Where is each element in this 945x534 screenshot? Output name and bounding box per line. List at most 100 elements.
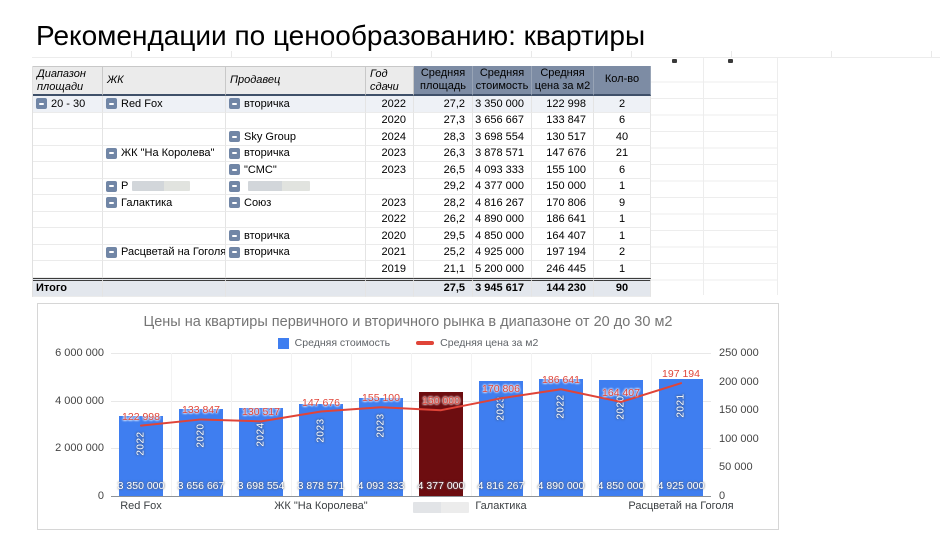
zhk-label: Галактика <box>121 196 173 209</box>
cell-cost: 3 698 554 <box>473 129 532 146</box>
total-count: 90 <box>594 277 651 297</box>
cell-count: 2 <box>594 96 651 113</box>
bar-value-label: 3 350 000 <box>117 480 165 492</box>
pivot-table: Диапазон площади ЖК Продавец Год сдачи Средн… <box>32 66 651 297</box>
collapse-button[interactable] <box>229 197 240 209</box>
bar-value-label: 4 816 267 <box>477 480 525 492</box>
legend-item: Средняя цена за м2 <box>416 337 538 349</box>
line-value-label: 155 100 <box>362 392 400 405</box>
zhk-label: Red Fox <box>121 97 163 110</box>
collapse-button[interactable] <box>106 98 117 110</box>
collapse-button[interactable] <box>229 98 240 110</box>
column-header: Кол-во <box>594 66 651 96</box>
right-axis-tick: 0 <box>719 490 726 502</box>
bar <box>659 378 703 496</box>
collapse-button[interactable] <box>229 164 240 176</box>
left-axis-tick: 0 <box>97 490 104 502</box>
line-value-label: 133 847 <box>182 404 220 417</box>
gridline <box>411 353 412 496</box>
right-axis-tick: 150 000 <box>719 404 759 417</box>
spreadsheet-grid-stubs <box>32 51 940 57</box>
minus-icon <box>39 102 44 105</box>
cell-year: 2020 <box>366 112 414 129</box>
cell-price-m2: 155 100 <box>532 162 594 179</box>
cell-count: 1 <box>594 211 651 228</box>
price-per-m2-line <box>140 382 682 427</box>
minus-icon <box>232 152 237 155</box>
collapse-button[interactable] <box>106 180 117 192</box>
total-cost: 3 945 617 <box>473 277 532 297</box>
cell-area: 29,2 <box>414 178 473 195</box>
cell-range <box>33 228 103 245</box>
cell-cost: 4 925 000 <box>473 244 532 261</box>
bar-value-label: 4 850 000 <box>597 480 645 492</box>
column-header: Продавец <box>226 66 366 96</box>
bar-value-label: 4 093 333 <box>357 480 405 492</box>
column-header: ЖК <box>103 66 226 96</box>
gridline <box>291 353 292 496</box>
line-value-label: 150 000 <box>422 395 460 408</box>
cell-count: 6 <box>594 112 651 129</box>
cell-year: 2019 <box>366 261 414 278</box>
cell-cost: 3 656 667 <box>473 112 532 129</box>
x-axis-group-label: ЖК "На Королева" <box>274 500 368 512</box>
cell-price-m2: 122 998 <box>532 96 594 113</box>
minus-icon <box>232 168 237 171</box>
cell-price-m2: 130 517 <box>532 129 594 146</box>
cell-count: 9 <box>594 195 651 212</box>
cell-range <box>33 244 103 261</box>
collapse-button[interactable] <box>229 230 240 242</box>
cell-zhk: Галактика <box>103 195 226 212</box>
column-header: Средняя стоимость <box>473 66 532 96</box>
legend-label: Средняя цена за м2 <box>440 337 539 349</box>
cell-seller: вторичка <box>226 145 366 162</box>
cell-cost: 4 890 000 <box>473 211 532 228</box>
minus-icon <box>232 102 237 105</box>
cell-price-m2: 197 194 <box>532 244 594 261</box>
price-chart: Цены на квартиры первичного и вторичного… <box>37 303 779 530</box>
collapse-button[interactable] <box>229 131 240 143</box>
cell-year: 2022 <box>366 211 414 228</box>
x-axis-group-label: Red Fox <box>120 500 162 512</box>
zhk-label: Расцветай на Гоголя <box>121 246 226 259</box>
legend-item: Средняя стоимость <box>277 337 390 349</box>
gridline <box>651 353 652 496</box>
collapse-button[interactable] <box>106 197 117 209</box>
cell-year: 2023 <box>366 195 414 212</box>
grid-artifact-dot <box>672 59 677 63</box>
minus-icon <box>109 152 114 155</box>
collapse-button[interactable] <box>36 98 47 110</box>
cell-seller <box>226 211 366 228</box>
collapse-button[interactable] <box>229 180 240 192</box>
bar <box>239 407 283 496</box>
collapse-button[interactable] <box>106 246 117 258</box>
cell-year: 2024 <box>366 129 414 146</box>
collapse-button[interactable] <box>229 147 240 159</box>
cell-area: 28,3 <box>414 129 473 146</box>
cell-zhk <box>103 112 226 129</box>
cell-range <box>33 178 103 195</box>
cell-range: 20 - 30 <box>33 96 103 113</box>
collapse-button[interactable] <box>229 246 240 258</box>
cell-price-m2: 246 445 <box>532 261 594 278</box>
cell-price-m2: 133 847 <box>532 112 594 129</box>
collapse-button[interactable] <box>106 147 117 159</box>
line-swatch-icon <box>416 341 435 345</box>
cell-range <box>33 162 103 179</box>
bar-value-label: 3 656 667 <box>177 480 225 492</box>
cell-zhk <box>103 129 226 146</box>
gridline <box>231 353 232 496</box>
right-axis-tick: 200 000 <box>719 375 759 388</box>
line-value-label: 147 676 <box>302 396 340 409</box>
cell-area: 26,3 <box>414 145 473 162</box>
zhk-label: Р <box>121 180 129 193</box>
cell-range <box>33 211 103 228</box>
redacted-text <box>132 181 191 192</box>
cell-cost: 4 377 000 <box>473 178 532 195</box>
cell-seller: вторичка <box>226 228 366 245</box>
cell-seller: Sky Group <box>226 129 366 146</box>
cell-cost: 3 350 000 <box>473 96 532 113</box>
seller-label: "СМС" <box>244 163 277 176</box>
cell-count: 6 <box>594 162 651 179</box>
